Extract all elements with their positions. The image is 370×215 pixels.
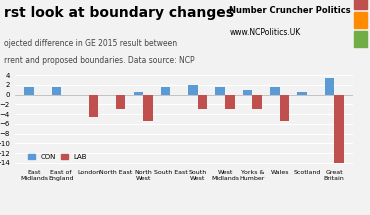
Text: www.NCPolitics.UK: www.NCPolitics.UK [229,28,301,37]
Bar [270,88,280,95]
Legend: CON, LAB: CON, LAB [25,151,90,162]
Bar [134,92,143,95]
Bar [116,95,125,109]
Text: rrent and proposed boundaries. Data source: NCP: rrent and proposed boundaries. Data sour… [4,56,194,65]
Bar [280,95,289,121]
Bar [297,92,307,95]
Bar [88,95,98,117]
Text: rst look at boundary changes: rst look at boundary changes [4,6,234,20]
Bar [198,95,207,109]
Bar [252,95,262,109]
Text: Number Cruncher Politics: Number Cruncher Politics [229,6,351,15]
Bar [334,95,344,163]
Bar [243,90,252,95]
Bar [215,88,225,95]
Bar [24,88,34,95]
Bar [225,95,235,109]
Text: ojected difference in GE 2015 result between: ojected difference in GE 2015 result bet… [4,39,177,48]
Bar [52,88,61,95]
Bar [325,78,334,95]
Bar [143,95,153,121]
Bar [161,88,171,95]
Bar [188,85,198,95]
